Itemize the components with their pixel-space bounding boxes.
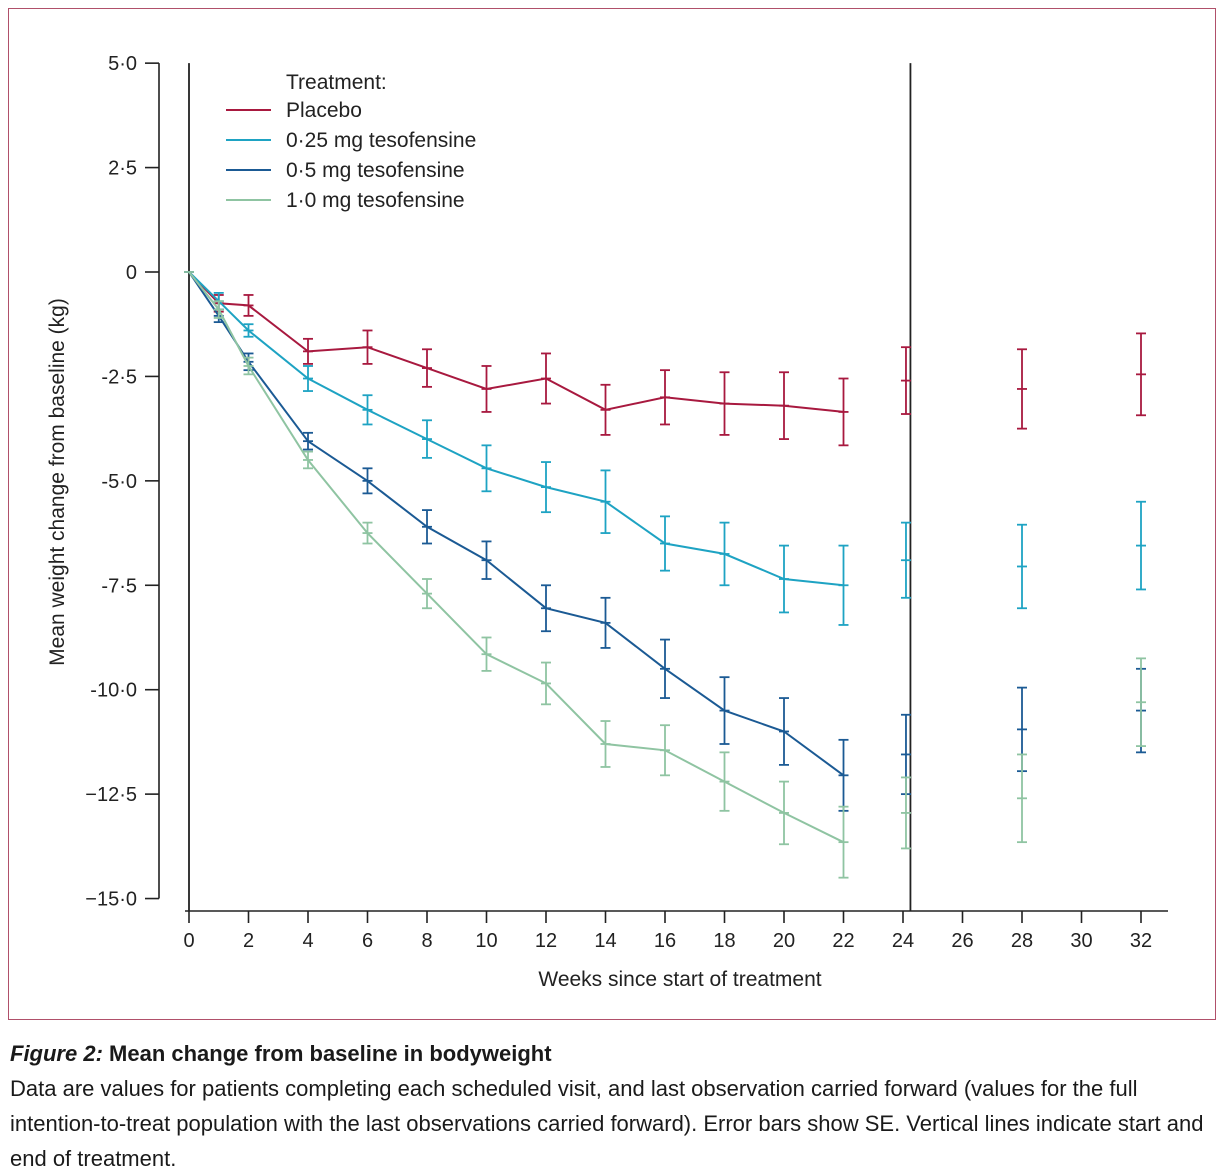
series-line — [188, 271, 844, 413]
series — [184, 271, 1146, 879]
x-tick-label: 18 — [713, 930, 735, 952]
series-3 — [184, 271, 1146, 879]
caption-text: Data are values for patients completing … — [10, 1076, 1204, 1171]
y-axis-title: Mean weight change from baseline (kg) — [46, 298, 69, 666]
x-tick-label: 32 — [1130, 930, 1152, 952]
x-tick-label: 20 — [773, 930, 795, 952]
figure-caption: Figure 2: Mean change from baseline in b… — [10, 1036, 1215, 1176]
x-tick-label: 2 — [243, 930, 254, 952]
x-tick-label: 4 — [302, 930, 313, 952]
x-tick-label: 6 — [362, 930, 373, 952]
y-tick-label: -10·0 — [90, 680, 137, 702]
y-tick-label: −15·0 — [85, 889, 137, 911]
legend-label: 0·25 mg tesofensine — [286, 129, 476, 152]
y-tick-label: −12·5 — [85, 784, 137, 806]
series-line — [188, 271, 845, 777]
x-tick-label: 14 — [594, 930, 616, 952]
caption-title: Mean change from baseline in bodyweight — [109, 1041, 552, 1066]
x-tick-label: 24 — [892, 930, 914, 952]
y-tick-label: -7·5 — [101, 575, 137, 597]
figure-frame — [8, 8, 1216, 1020]
y-tick-label: 5·0 — [108, 53, 137, 75]
x-tick-label: 16 — [654, 930, 676, 952]
x-tick-label: 26 — [951, 930, 973, 952]
x-tick-label: 28 — [1011, 930, 1033, 952]
legend-label: 1·0 mg tesofensine — [286, 189, 465, 212]
caption-label: Figure 2: — [10, 1041, 103, 1066]
x-tick-label: 12 — [535, 930, 557, 952]
x-tick-label: 30 — [1070, 930, 1092, 952]
treatment-lines — [188, 63, 912, 911]
series-line — [188, 271, 844, 844]
y-tick-label: 0 — [126, 262, 137, 284]
x-tick-label: 0 — [183, 930, 194, 952]
x-tick-label: 10 — [475, 930, 497, 952]
legend-label: 0·5 mg tesofensine — [286, 159, 465, 182]
legend-label: Placebo — [286, 99, 362, 122]
x-tick-label: 22 — [832, 930, 854, 952]
x-axis-title: Weeks since start of treatment — [538, 968, 821, 991]
y-tick-label: -5·0 — [101, 471, 137, 493]
series-1 — [184, 271, 1146, 626]
y-tick-label: 2·5 — [108, 158, 137, 180]
chart: 5·02·50-2·5-5·0-7·5-10·0−12·5−15·00 2 4 6 8 1… — [46, 53, 1168, 991]
series-0 — [184, 271, 1146, 447]
x-tick-label: 8 — [421, 930, 432, 952]
legend: Treatment: Placebo 0·25 mg tesofensine 0·5… — [226, 71, 476, 212]
legend-title: Treatment: — [286, 71, 387, 94]
y-tick-label: -2·5 — [101, 366, 137, 388]
axes: 5·02·50-2·5-5·0-7·5-10·0−12·5−15·00 2 4 6 8 1… — [85, 53, 1168, 952]
